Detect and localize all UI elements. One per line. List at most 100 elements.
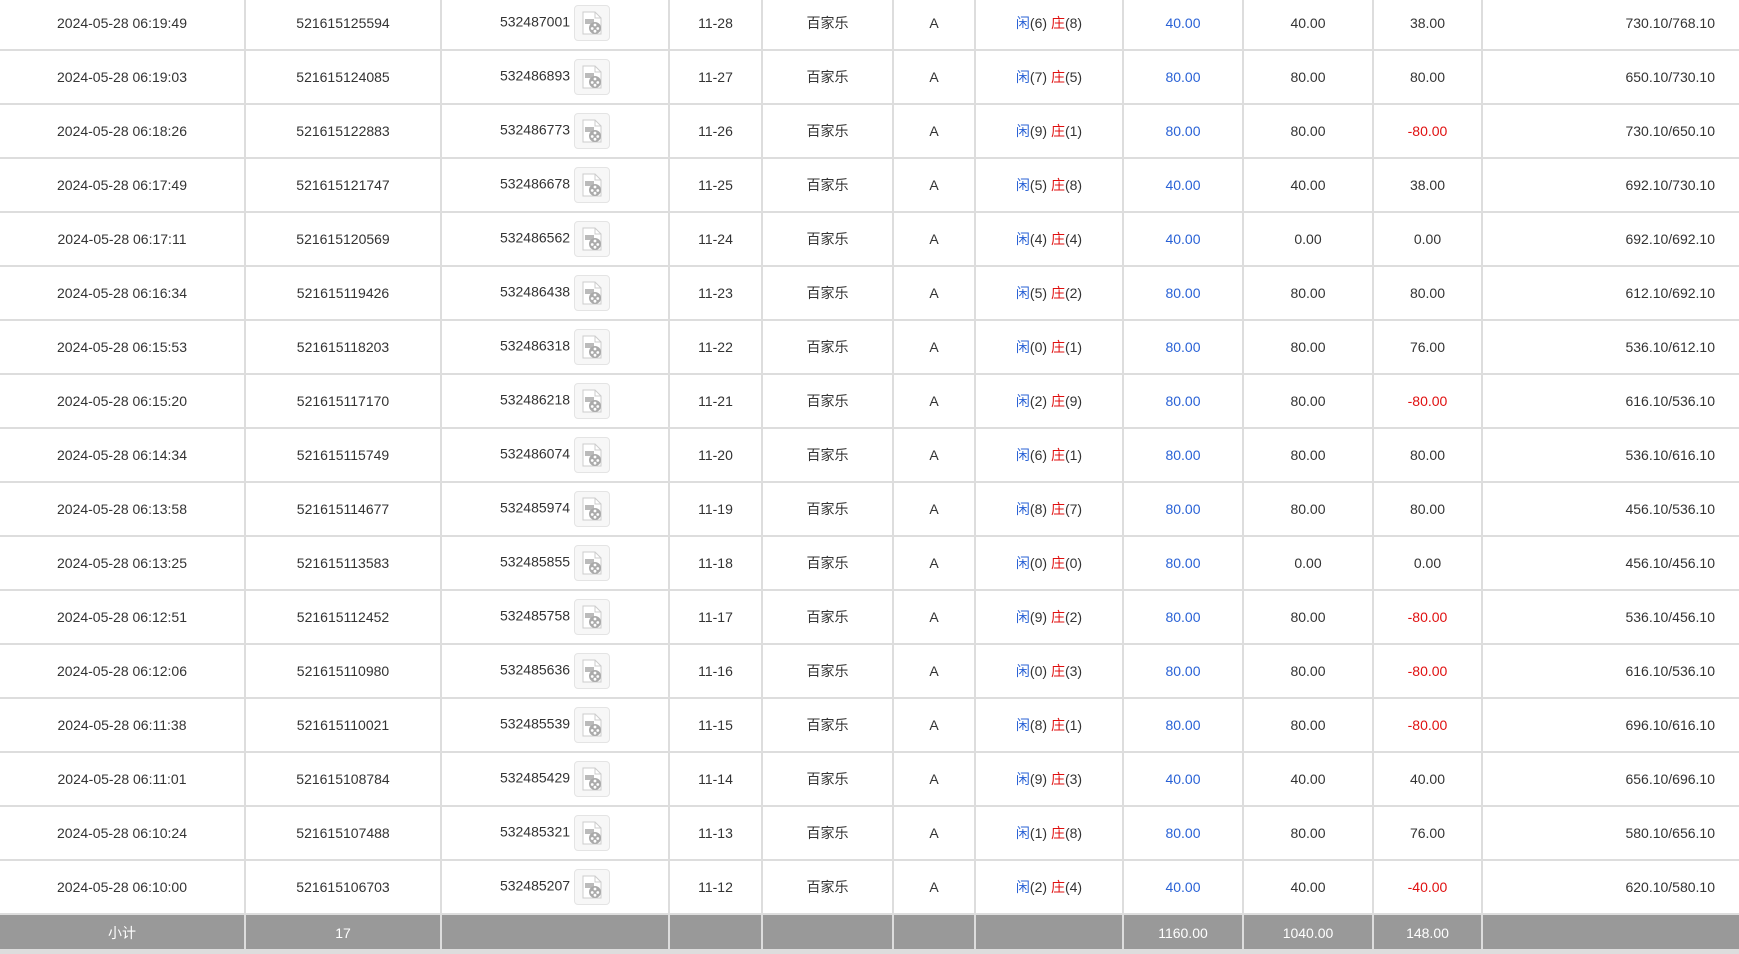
table-name: A xyxy=(892,320,976,375)
banker-points: (1) xyxy=(1064,717,1083,733)
bet-amount: 80.00 xyxy=(1122,428,1244,483)
valid-bet: 80.00 xyxy=(1242,104,1374,159)
result: 闲(6) 庄(1) xyxy=(974,428,1124,483)
banker-points: (5) xyxy=(1064,69,1083,85)
valid-bet: 0.00 xyxy=(1242,536,1374,591)
result: 闲(4) 庄(4) xyxy=(974,212,1124,267)
round-number: 532485429 xyxy=(499,769,571,786)
video-file-icon[interactable] xyxy=(574,599,611,635)
valid-bet: 40.00 xyxy=(1242,860,1374,915)
shoe-hand: 11-28 xyxy=(668,0,763,51)
round-number: 532485855 xyxy=(499,553,571,570)
round-number-cell: 532485321 xyxy=(440,806,670,861)
video-file-icon[interactable] xyxy=(574,5,611,41)
table-row: 2024-05-28 06:14:34 521615115749 5324860… xyxy=(0,428,1739,483)
game-type: 百家乐 xyxy=(761,158,894,213)
table-name: A xyxy=(892,266,976,321)
win-loss: 80.00 xyxy=(1372,428,1483,483)
round-number-cell: 532487001 xyxy=(440,0,670,51)
player-label: 闲 xyxy=(1015,231,1030,247)
result: 闲(9) 庄(2) xyxy=(974,590,1124,645)
banker-label: 庄 xyxy=(1050,69,1065,85)
player-points: (4) xyxy=(1029,231,1048,247)
win-loss: 80.00 xyxy=(1372,482,1483,537)
game-type: 百家乐 xyxy=(761,212,894,267)
round-number-cell: 532486562 xyxy=(440,212,670,267)
result: 闲(1) 庄(8) xyxy=(974,806,1124,861)
result: 闲(9) 庄(3) xyxy=(974,752,1124,807)
banker-label: 庄 xyxy=(1050,609,1065,625)
order-number: 521615122883 xyxy=(244,104,442,159)
banker-label: 庄 xyxy=(1050,177,1065,193)
banker-points: (1) xyxy=(1064,339,1083,355)
player-label: 闲 xyxy=(1015,123,1030,139)
round-number-cell: 532485636 xyxy=(440,644,670,699)
banker-label: 庄 xyxy=(1050,555,1065,571)
round-number-cell: 532485207 xyxy=(440,860,670,915)
valid-bet: 80.00 xyxy=(1242,428,1374,483)
balance-change: 692.10/692.10 xyxy=(1481,212,1739,267)
result: 闲(2) 庄(9) xyxy=(974,374,1124,429)
result: 闲(2) 庄(4) xyxy=(974,860,1124,915)
game-type: 百家乐 xyxy=(761,0,894,51)
table-row: 2024-05-28 06:10:00 521615106703 5324852… xyxy=(0,860,1739,915)
round-number: 532486773 xyxy=(499,121,571,138)
video-file-icon[interactable] xyxy=(574,329,611,365)
banker-label: 庄 xyxy=(1050,339,1065,355)
video-file-icon[interactable] xyxy=(574,545,611,581)
bet-time: 2024-05-28 06:17:49 xyxy=(0,158,246,213)
table-name: A xyxy=(892,0,976,51)
video-file-icon[interactable] xyxy=(574,437,611,473)
subtotal-empty xyxy=(668,914,763,953)
video-file-icon[interactable] xyxy=(574,113,611,149)
round-number: 532487001 xyxy=(499,13,571,30)
round-number: 532485974 xyxy=(499,499,571,516)
table-row: 2024-05-28 06:19:03 521615124085 5324868… xyxy=(0,50,1739,105)
table-row: 2024-05-28 06:11:01 521615108784 5324854… xyxy=(0,752,1739,807)
bet-time: 2024-05-28 06:10:00 xyxy=(0,860,246,915)
win-loss: 80.00 xyxy=(1372,266,1483,321)
banker-label: 庄 xyxy=(1050,501,1065,517)
shoe-hand: 11-19 xyxy=(668,482,763,537)
table-name: A xyxy=(892,104,976,159)
video-file-icon[interactable] xyxy=(574,383,611,419)
banker-label: 庄 xyxy=(1050,825,1065,841)
banker-points: (3) xyxy=(1064,771,1083,787)
round-number-cell: 532486318 xyxy=(440,320,670,375)
player-label: 闲 xyxy=(1015,879,1030,895)
round-number: 532486318 xyxy=(499,337,571,354)
table-row: 2024-05-28 06:12:06 521615110980 5324856… xyxy=(0,644,1739,699)
bet-time: 2024-05-28 06:12:06 xyxy=(0,644,246,699)
table-row: 2024-05-28 06:18:26 521615122883 5324867… xyxy=(0,104,1739,159)
video-file-icon[interactable] xyxy=(574,869,611,905)
bet-amount: 80.00 xyxy=(1122,374,1244,429)
shoe-hand: 11-23 xyxy=(668,266,763,321)
video-file-icon[interactable] xyxy=(574,761,611,797)
round-number-cell: 532485758 xyxy=(440,590,670,645)
result: 闲(8) 庄(1) xyxy=(974,698,1124,753)
video-file-icon[interactable] xyxy=(574,707,611,743)
game-type: 百家乐 xyxy=(761,50,894,105)
player-points: (9) xyxy=(1029,771,1048,787)
video-file-icon[interactable] xyxy=(574,59,611,95)
banker-points: (9) xyxy=(1064,393,1083,409)
round-number: 532485636 xyxy=(499,661,571,678)
video-file-icon[interactable] xyxy=(574,653,611,689)
table-name: A xyxy=(892,212,976,267)
video-file-icon[interactable] xyxy=(574,275,611,311)
round-number: 532486678 xyxy=(499,175,571,192)
game-type: 百家乐 xyxy=(761,698,894,753)
balance-change: 456.10/536.10 xyxy=(1481,482,1739,537)
video-file-icon[interactable] xyxy=(574,815,611,851)
player-points: (8) xyxy=(1029,717,1048,733)
video-file-icon[interactable] xyxy=(574,491,611,527)
balance-change: 456.10/456.10 xyxy=(1481,536,1739,591)
round-number: 532485758 xyxy=(499,607,571,624)
bet-time: 2024-05-28 06:13:58 xyxy=(0,482,246,537)
video-file-icon[interactable] xyxy=(574,221,611,257)
video-file-icon[interactable] xyxy=(574,167,611,203)
banker-label: 庄 xyxy=(1050,285,1065,301)
valid-bet: 80.00 xyxy=(1242,320,1374,375)
game-type: 百家乐 xyxy=(761,428,894,483)
table-name: A xyxy=(892,374,976,429)
